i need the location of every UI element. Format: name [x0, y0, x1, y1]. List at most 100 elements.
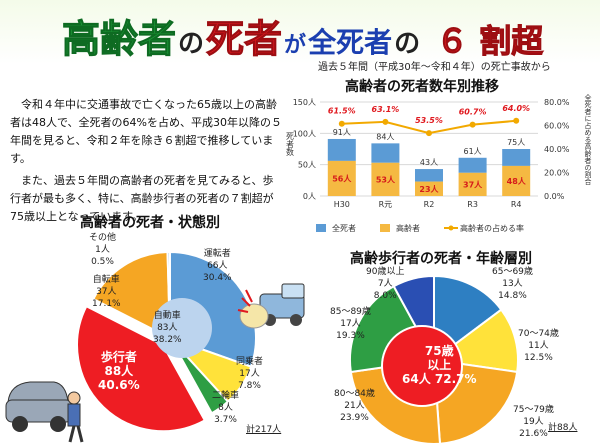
right-tick-label: 80.0% [544, 98, 570, 107]
category-label: R元 [379, 200, 393, 209]
bar-total [502, 149, 531, 166]
pie1-label-auto: 自動車 83人 38.2% [153, 310, 182, 346]
pie1-label-other: その他 1人 0.5% [89, 232, 116, 268]
status-pie-title: 高齢者の死者・状態別 [80, 215, 220, 231]
bar-elderly [371, 162, 400, 196]
page-subtitle: 過去５年間（平成30年～令和４年）の死亡事故から [318, 62, 551, 73]
bar-total-label: 91人 [333, 128, 351, 137]
pie1-label-ped: 歩行者 88人 40.6% [98, 350, 140, 392]
pie2-center-count: 64人 [402, 372, 431, 386]
pie2-total: 計88人 [548, 423, 578, 433]
legend-swatch [316, 224, 326, 232]
pie1-label-passenger: 同乗者 17人 7.8% [236, 356, 263, 392]
rate-label: 64.0% [502, 104, 530, 113]
pie-slice [92, 251, 172, 340]
pie2-label-75-text: 75～79歳 19人 21.6% [513, 405, 554, 439]
pie1-label-ped-text: 歩行者 88人 40.6% [98, 350, 140, 392]
bar-chart: 150人 100人 50人 0人 80.0% 60.0% 40.0% 20.0% 0.0% 死者数… [286, 93, 593, 233]
legend-label: 全死者 [332, 223, 356, 233]
pie2-label-90: 90歳以上 7人 8.0% [366, 266, 404, 302]
bar-elderly [327, 160, 356, 196]
pie2-label-85: 85～89歳 17人 19.3% [330, 306, 371, 342]
legend-label: 高齢者の占める率 [460, 223, 524, 233]
page-title: 高齢者 の 死者 が 全死者 の ６ 割超 [61, 17, 544, 62]
pie1-label-bike-text: 自転車 37人 17.1% [92, 275, 121, 309]
pie2-label-70: 70～74歳 11人 12.5% [518, 328, 559, 364]
pie2-center-pct: 72.7% [434, 372, 477, 386]
left-tick-label: 0人 [303, 192, 316, 201]
age-pie-chart [349, 274, 519, 445]
intro-paragraph-1: 令和４年中に交通事故で亡くなった65歳以上の高齢者は48人で、全死者の64%を占… [10, 98, 283, 165]
rate-label: 61.5% [328, 107, 356, 116]
pie1-label-auto-text: 自動車 83人 38.2% [153, 311, 182, 345]
rate-point [382, 118, 389, 125]
bar-elderly-label: 53人 [376, 174, 396, 184]
bar-total [371, 143, 400, 163]
legend-swatch [380, 224, 390, 232]
pie-slice [76, 304, 207, 433]
bar-total-label: 84人 [376, 132, 394, 141]
left-tick-label: 50人 [298, 161, 316, 170]
status-pie-chart [76, 250, 257, 433]
right-tick-label: 20.0% [544, 169, 570, 178]
bar-elderly-label: 56人 [332, 173, 352, 183]
pie2-center-line2: 以上 [427, 358, 452, 372]
bar-elderly-label: 23人 [419, 184, 439, 194]
pie2-center-circle [381, 325, 463, 407]
pie2-label-85-text: 85～89歳 17人 19.3% [330, 307, 371, 341]
right-axis-title: 全死者に占める高齢者の割合 [584, 93, 592, 186]
bar-elderly-label: 48人 [507, 176, 527, 186]
bar-total-label: 61人 [464, 147, 482, 156]
pie1-auto-group [152, 298, 212, 358]
car-crash-illustration [237, 283, 305, 329]
pie1-label-other-text: その他 1人 0.5% [89, 233, 117, 267]
pie2-label-80-text: 80～84歳 21人 23.9% [334, 389, 375, 423]
pie2-label-80: 80～84歳 21人 23.9% [334, 388, 375, 424]
pie2-label-90-text: 90歳以上 7人 8.0% [366, 267, 405, 301]
category-label: R4 [511, 200, 522, 209]
legend-marker [448, 225, 454, 231]
bar-chart-title: 高齢者の死者数年別推移 [345, 79, 499, 95]
title-banner [0, 0, 600, 64]
right-tick-label: 40.0% [544, 145, 570, 154]
bar-total [327, 138, 356, 161]
pie2-label-65: 65～69歳 13人 14.8% [492, 266, 533, 302]
bar-elderly [458, 172, 487, 196]
pie1-label-driver: 運転者 66人 30.4% [203, 248, 232, 284]
intro-text: 令和４年中に交通事故で亡くなった65歳以上の高齢者は48人で、全死者の64%を占… [10, 96, 282, 230]
pie2-label-70-text: 70～74歳 11人 12.5% [518, 329, 559, 363]
pie1-label-moto-text: 二輪車 8人 3.7% [212, 391, 240, 425]
rate-point [338, 120, 345, 127]
rate-label: 63.1% [372, 105, 400, 114]
bar-total-label: 43人 [420, 158, 438, 167]
rate-point [469, 121, 476, 128]
pedestrian-illustration [5, 381, 84, 443]
pie1-label-moto: 二輪車 8人 3.7% [212, 390, 239, 426]
category-label: R3 [467, 200, 478, 209]
rate-label: 53.5% [415, 116, 443, 125]
right-tick-label: 60.0% [544, 122, 570, 131]
intro-paragraph-2: また、過去５年間の高齢者の死者を見てみると、歩行者が最も多く、特に、高齢歩行者の… [10, 174, 274, 223]
left-tick-label: 100人 [293, 129, 316, 138]
category-label: H30 [334, 200, 350, 209]
pie2-center-line1: 75歳 [424, 344, 454, 358]
category-label: R2 [424, 200, 435, 209]
pie2-center-label: 75歳 以上 64人 72.7% [402, 344, 477, 386]
bar-elderly [415, 181, 443, 196]
pie2-label-65-text: 65～69歳 13人 14.8% [492, 267, 533, 301]
bar-elderly-label: 37人 [463, 179, 483, 189]
pie2-label-75: 75～79歳 19人 21.6% [513, 404, 554, 440]
pie1-label-bike: 自転車 37人 17.1% [92, 274, 121, 310]
age-pie-title: 高齢歩行者の死者・年齢層別 [350, 251, 532, 267]
rate-label: 60.7% [459, 108, 487, 117]
left-axis-title: 死者数 [286, 132, 295, 157]
left-tick-label: 150人 [293, 98, 316, 107]
bar-elderly [502, 165, 531, 196]
pie1-label-driver-text: 運転者 66人 30.4% [203, 249, 232, 283]
legend-label: 高齢者 [396, 223, 420, 233]
right-tick-label: 0.0% [544, 192, 565, 201]
bar-total [458, 157, 487, 173]
pie2-center-values: 64人 72.7% [402, 372, 477, 386]
pie1-label-passenger-text: 同乗者 17人 7.8% [236, 357, 264, 391]
bar-total-label: 75人 [507, 138, 525, 147]
